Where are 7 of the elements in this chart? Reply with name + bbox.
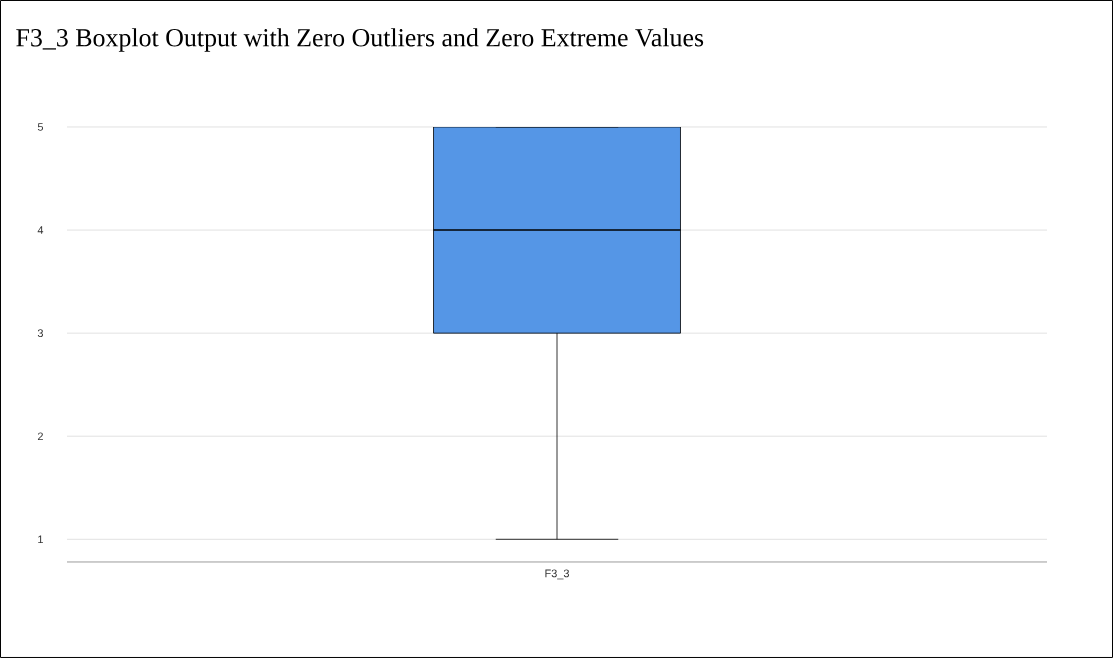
y-tick-label: 4: [37, 226, 44, 234]
y-tick-label: 5: [37, 123, 44, 131]
chart-title: F3_3 Boxplot Output with Zero Outliers and Zero Extreme Values: [16, 28, 704, 52]
x-tick-label: F3_3: [545, 569, 570, 580]
y-tick-label: 1: [38, 535, 43, 544]
y-tick-label: 3: [37, 329, 43, 338]
y-tick-label: 2: [37, 432, 43, 441]
